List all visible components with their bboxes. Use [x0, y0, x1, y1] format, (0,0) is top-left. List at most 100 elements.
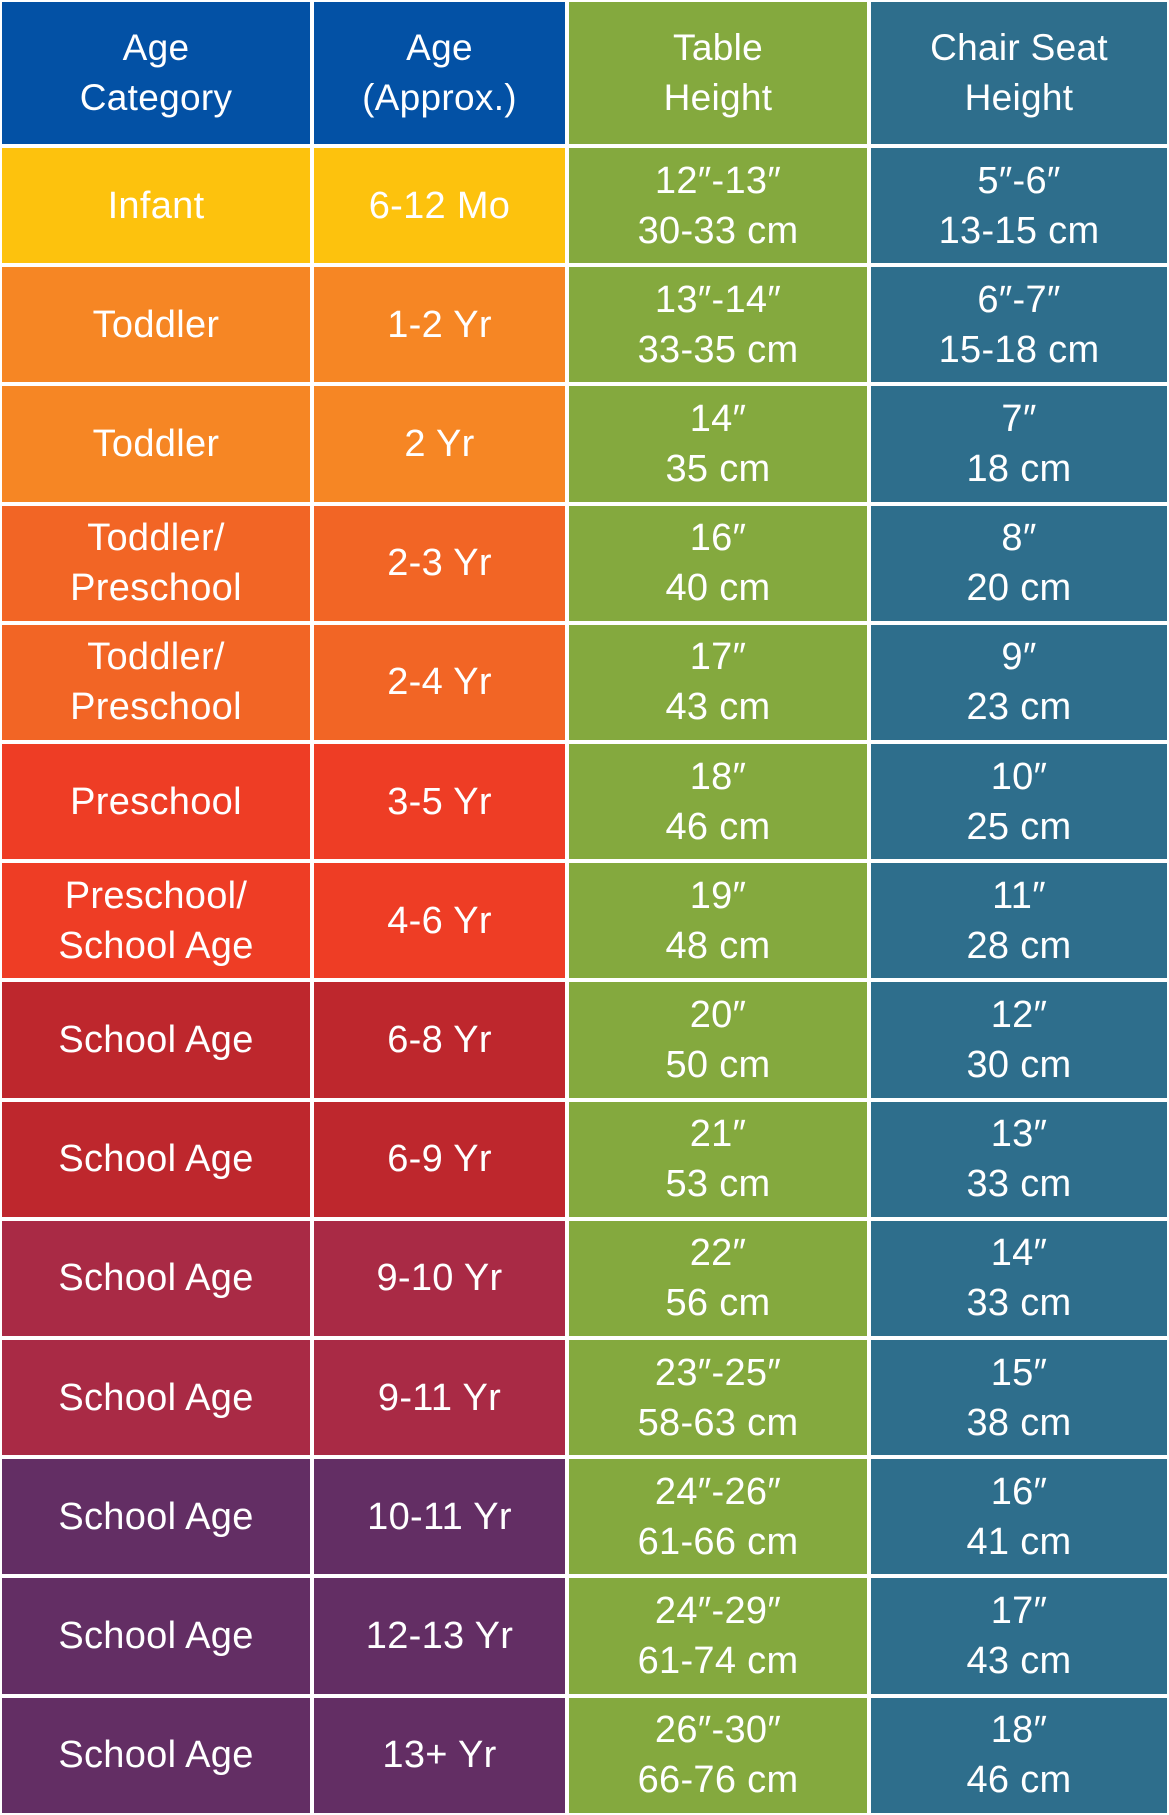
header-age-category: Age Category	[0, 0, 312, 146]
age-approx-cell: 10-11 Yr	[312, 1457, 567, 1577]
header-line: Table	[673, 27, 763, 68]
table-height-inches: 24″-29″	[654, 1590, 782, 1633]
age-approx-cell: 9-11 Yr	[312, 1338, 567, 1458]
table-height-cm: 30-33 cm	[637, 209, 799, 252]
table-height-cm: 56 cm	[665, 1282, 771, 1325]
table-height-inches: 12″-13″	[654, 159, 782, 202]
chair-height-cell: 12″ 30 cm	[869, 980, 1169, 1100]
table-height-inches: 21″	[689, 1113, 747, 1156]
chair-height-cm: 25 cm	[966, 805, 1072, 848]
age-approx-value: 6-8 Yr	[387, 1019, 492, 1062]
age-approx-cell: 4-6 Yr	[312, 861, 567, 981]
chair-height-cell: 6″-7″ 15-18 cm	[869, 265, 1169, 385]
table-height-cell: 16″ 40 cm	[567, 503, 869, 623]
table-height-cell: 21″ 53 cm	[567, 1099, 869, 1219]
chair-height-inches: 14″	[990, 1232, 1048, 1275]
chair-height-cm: 13-15 cm	[938, 209, 1100, 252]
age-category-line: School Age	[58, 1615, 254, 1658]
table-height-cm: 33-35 cm	[637, 328, 799, 371]
age-category-cell: Toddler	[0, 384, 312, 504]
age-approx-value: 13+ Yr	[382, 1734, 497, 1777]
chair-height-inches: 6″-7″	[977, 278, 1061, 321]
age-category-cell: School Age	[0, 980, 312, 1100]
age-category-cell: School Age	[0, 1218, 312, 1339]
table-height-inches: 23″-25″	[654, 1351, 782, 1394]
age-approx-value: 2 Yr	[404, 423, 475, 465]
age-approx-cell: 1-2 Yr	[312, 265, 567, 385]
age-category-cell: Toddler	[0, 265, 312, 385]
age-category-cell: School Age	[0, 1099, 312, 1219]
chair-height-inches: 11″	[992, 874, 1046, 917]
chair-height-cell: 5″-6″ 13-15 cm	[869, 146, 1169, 266]
header-table-height: Table Height	[567, 0, 869, 146]
age-approx-value: 2-4 Yr	[387, 661, 492, 704]
age-approx-cell: 6-12 Mo	[312, 146, 567, 266]
table-height-cm: 58-63 cm	[637, 1401, 799, 1444]
chair-height-inches: 18″	[990, 1709, 1048, 1752]
header-line: Age	[406, 27, 473, 68]
chair-height-cell: 18″ 46 cm	[869, 1695, 1169, 1815]
chair-height-cm: 38 cm	[966, 1401, 1072, 1444]
header-line: Chair Seat	[930, 27, 1108, 68]
chair-height-cm: 41 cm	[966, 1520, 1072, 1563]
age-category-line: Preschool	[70, 780, 242, 823]
chair-height-cm: 30 cm	[966, 1044, 1072, 1087]
chair-height-inches: 8″	[1001, 517, 1037, 560]
age-category-cell: School Age	[0, 1338, 312, 1458]
age-approx-cell: 13+ Yr	[312, 1695, 567, 1815]
chair-height-cell: 16″ 41 cm	[869, 1457, 1169, 1577]
age-category-line: School Age	[58, 924, 254, 967]
age-approx-value: 9-11 Yr	[377, 1376, 502, 1419]
chair-height-cm: 33 cm	[966, 1282, 1072, 1325]
age-approx-value: 12-13 Yr	[365, 1615, 514, 1658]
age-category-line: Toddler/	[87, 636, 225, 679]
age-approx-value: 6-12 Mo	[368, 184, 511, 227]
table-height-cm: 50 cm	[665, 1044, 771, 1087]
age-category-line: Preschool	[70, 567, 242, 610]
age-approx-cell: 9-10 Yr	[312, 1218, 567, 1339]
chair-height-inches: 16″	[990, 1470, 1048, 1513]
chair-height-cell: 10″ 25 cm	[869, 742, 1169, 862]
chair-height-cm: 33 cm	[966, 1163, 1072, 1206]
chair-height-cell: 9″ 23 cm	[869, 622, 1169, 743]
chair-height-cell: 11″ 28 cm	[869, 861, 1169, 981]
chair-height-cell: 13″ 33 cm	[869, 1099, 1169, 1219]
table-height-cm: 46 cm	[665, 805, 771, 848]
table-height-cell: 23″-25″ 58-63 cm	[567, 1338, 869, 1458]
chair-height-cell: 14″ 33 cm	[869, 1218, 1169, 1339]
chair-height-inches: 5″-6″	[977, 159, 1061, 202]
table-height-cm: 66-76 cm	[637, 1759, 799, 1802]
header-chair-seat-height: Chair Seat Height	[869, 0, 1169, 146]
chair-height-inches: 12″	[990, 994, 1048, 1037]
age-category-line: Preschool	[70, 686, 242, 729]
age-approx-cell: 2-4 Yr	[312, 622, 567, 743]
age-category-cell: School Age	[0, 1457, 312, 1577]
chair-height-inches: 7″	[1001, 398, 1037, 440]
table-height-cm: 48 cm	[665, 924, 771, 967]
age-category-line: School Age	[58, 1495, 254, 1538]
table-height-cell: 14″ 35 cm	[567, 384, 869, 504]
age-category-line: Toddler	[92, 423, 220, 465]
chair-height-inches: 17″	[990, 1590, 1048, 1633]
age-approx-cell: 12-13 Yr	[312, 1576, 567, 1696]
age-approx-cell: 6-8 Yr	[312, 980, 567, 1100]
chair-height-inches: 13″	[990, 1113, 1048, 1156]
table-height-cell: 19″ 48 cm	[567, 861, 869, 981]
age-category-line: Toddler/	[87, 517, 225, 560]
table-height-cell: 12″-13″ 30-33 cm	[567, 146, 869, 266]
chair-height-cell: 8″ 20 cm	[869, 503, 1169, 623]
age-category-cell: School Age	[0, 1576, 312, 1696]
table-height-inches: 20″	[689, 994, 747, 1037]
age-category-line: Infant	[107, 184, 205, 227]
table-height-inches: 13″-14″	[654, 278, 782, 321]
age-category-cell: Preschool	[0, 742, 312, 862]
chair-height-cell: 17″ 43 cm	[869, 1576, 1169, 1696]
table-height-cell: 24″-29″ 61-74 cm	[567, 1576, 869, 1696]
age-category-line: School Age	[58, 1257, 254, 1300]
table-height-inches: 16″	[689, 517, 747, 560]
table-height-inches: 14″	[689, 398, 747, 440]
age-approx-value: 4-6 Yr	[387, 899, 492, 942]
table-height-cell: 24″-26″ 61-66 cm	[567, 1457, 869, 1577]
chair-height-cm: 43 cm	[966, 1640, 1072, 1683]
